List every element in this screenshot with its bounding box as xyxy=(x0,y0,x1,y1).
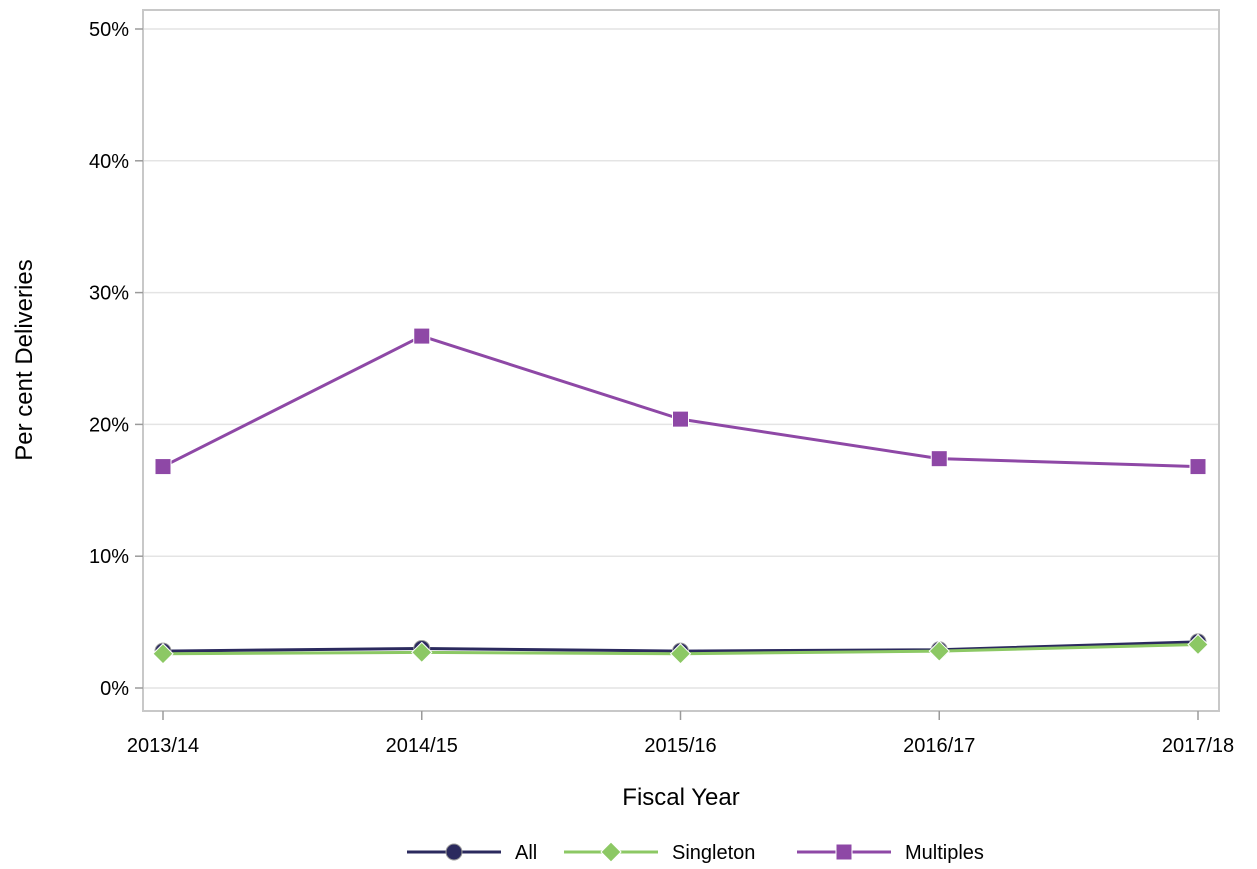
data-point-multiples xyxy=(1189,458,1207,476)
y-axis: 0% 10% 20% 30% 40% 50% xyxy=(89,19,143,700)
data-point-singleton xyxy=(1187,633,1209,656)
legend: All Singleton Multiples xyxy=(407,841,984,864)
y-tick-label: 20% xyxy=(89,414,129,436)
data-point-singleton xyxy=(152,643,174,665)
legend-label-singleton: Singleton xyxy=(672,842,755,864)
y-tick-label: 30% xyxy=(89,283,129,305)
x-tick-label: 2016/17 xyxy=(903,735,975,757)
x-axis: 2013/14 2014/15 2015/16 2016/17 2017/18 xyxy=(127,711,1234,757)
series-line-multiples xyxy=(162,334,1199,469)
gridlines xyxy=(143,28,1219,689)
data-point-multiples xyxy=(154,458,172,476)
legend-marker-all xyxy=(445,843,463,861)
data-point-singleton xyxy=(669,643,692,665)
series-group xyxy=(152,327,1209,665)
y-axis-title: Per cent Deliveries xyxy=(11,259,38,460)
legend-label-multiples: Multiples xyxy=(905,842,984,864)
legend-label-all: All xyxy=(515,842,537,864)
x-tick-label: 2015/16 xyxy=(644,735,716,757)
y-tick-label: 0% xyxy=(100,678,129,700)
x-axis-title: Fiscal Year xyxy=(622,784,739,811)
data-point-multiples xyxy=(930,450,948,468)
plot-frame xyxy=(142,9,1220,712)
data-point-multiples xyxy=(672,410,689,428)
x-tick-label: 2014/15 xyxy=(386,735,458,757)
x-tick-label: 2017/18 xyxy=(1162,735,1234,757)
legend-marker-singleton xyxy=(600,841,622,863)
data-point-multiples xyxy=(413,327,431,345)
y-tick-label: 40% xyxy=(89,151,129,173)
legend-marker-multiples xyxy=(835,843,853,861)
x-tick-label: 2013/14 xyxy=(127,735,199,757)
y-tick-label: 10% xyxy=(89,546,129,568)
data-point-singleton xyxy=(928,640,950,662)
data-point-singleton xyxy=(411,641,433,664)
y-tick-label: 50% xyxy=(89,19,129,41)
